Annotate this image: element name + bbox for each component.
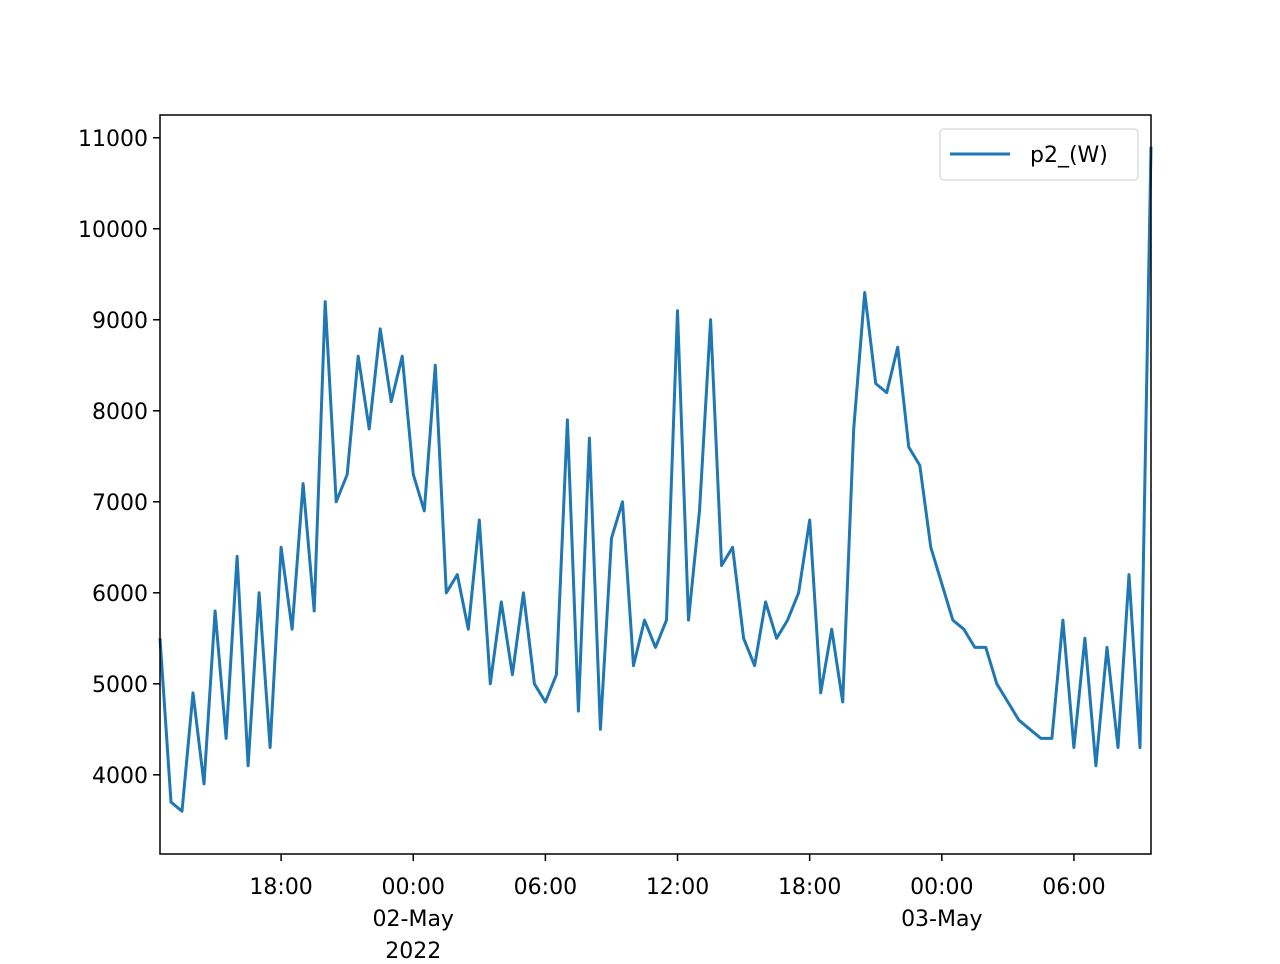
plot-frame bbox=[159, 114, 1152, 855]
x-tick-label: 12:00 bbox=[646, 875, 709, 900]
x-tick-label: 18:00 bbox=[249, 875, 312, 900]
y-tick-label: 6000 bbox=[92, 582, 148, 607]
x-tick-label: 06:00 bbox=[1042, 875, 1105, 900]
x-tick-label: 02-May bbox=[373, 907, 454, 932]
x-tick-label: 06:00 bbox=[514, 875, 577, 900]
legend-label: p2_(W) bbox=[1030, 143, 1108, 168]
y-tick-label: 7000 bbox=[92, 491, 148, 516]
x-tick-label: 03-May bbox=[901, 907, 982, 932]
legend-box bbox=[939, 128, 1139, 181]
legend: p2_(W) bbox=[939, 128, 1139, 181]
data-line bbox=[158, 146, 1153, 813]
y-tick-label: 8000 bbox=[92, 400, 148, 425]
x-tick-label: 18:00 bbox=[778, 875, 841, 900]
x-tick-label: 00:00 bbox=[910, 875, 973, 900]
y-tick-label: 5000 bbox=[92, 673, 148, 698]
x-tick-label: 00:00 bbox=[382, 875, 445, 900]
x-tick-label: 2022 bbox=[385, 939, 441, 960]
y-tick-label: 11000 bbox=[78, 127, 148, 152]
y-tick-label: 4000 bbox=[92, 764, 148, 789]
y-tick-label: 9000 bbox=[92, 309, 148, 334]
y-tick-label: 10000 bbox=[78, 218, 148, 243]
